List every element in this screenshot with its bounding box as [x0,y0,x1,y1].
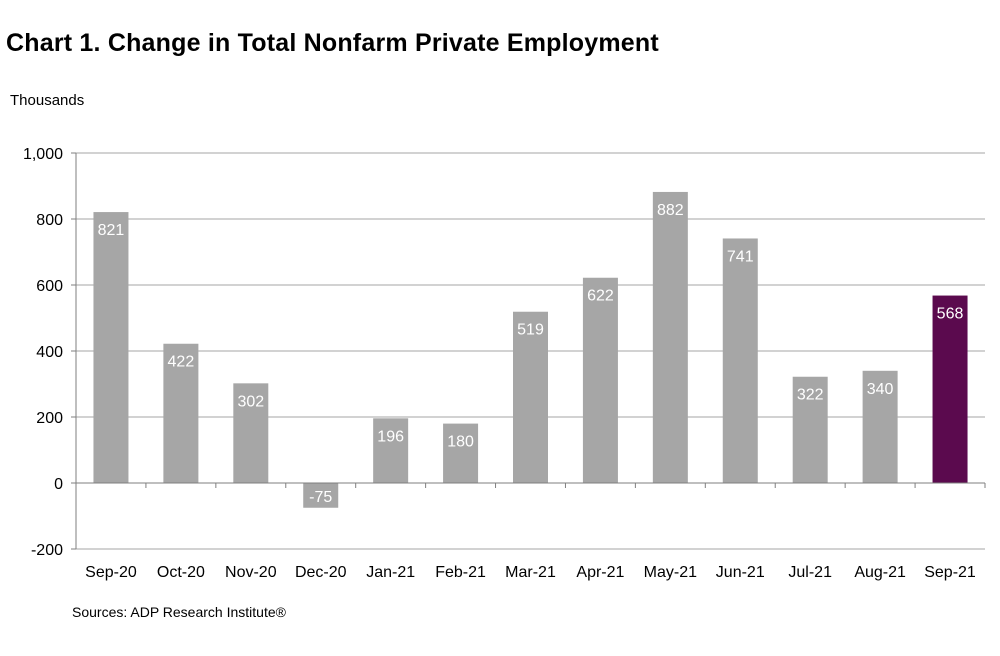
x-tick-label: Jul-21 [788,564,832,581]
bar-mar-21 [513,311,548,483]
bar-apr-21 [582,277,618,483]
y-tick-label: 800 [36,212,63,229]
bar-aug-21 [862,370,898,483]
data-label: 568 [937,306,964,323]
y-axis-unit-label: Thousands [10,92,85,109]
source-note: Sources: ADP Research Institute® [72,604,286,620]
x-tick-label: Sep-20 [85,564,137,581]
bar-sep-21 [932,295,968,483]
x-tick-label: May-21 [644,564,697,581]
bar-jun-21 [722,238,758,483]
data-label: 340 [867,381,894,398]
x-tick-label: Aug-21 [854,564,906,581]
axes [71,152,986,550]
x-tick-label: Nov-20 [225,564,277,581]
bar-may-21 [652,191,688,483]
y-tick-label: 600 [36,278,63,295]
y-tick-label: 0 [54,476,63,493]
data-label: 422 [168,354,195,371]
data-label: 622 [587,288,614,305]
bar-jul-21 [792,376,828,483]
x-tick-label: Feb-21 [435,564,486,581]
data-label: 322 [797,387,824,404]
y-tick-label: 200 [36,410,63,427]
data-label: 196 [377,428,404,445]
data-label: 180 [447,434,474,451]
bar-sep-20 [93,212,129,483]
data-label: -75 [309,489,332,506]
x-tick-label: Apr-21 [576,564,624,581]
labels: -200 0 200 400 600 800 1,000 821 Sep-20 422 Oct-20… [23,146,976,581]
data-label: 302 [237,393,264,410]
x-tick-label: Mar-21 [505,564,556,581]
y-tick-label: 400 [36,344,63,361]
x-tick-label: Jan-21 [366,564,415,581]
bar-oct-20 [163,343,199,483]
chart-title: Chart 1. Change in Total Nonfarm Private… [6,29,659,57]
data-label: 741 [727,248,754,265]
bar-dec-20 [303,483,339,508]
y-tick-label: 1,000 [23,146,63,163]
bar-jan-21 [373,418,409,483]
x-tick-label: Oct-20 [157,564,205,581]
data-label: 519 [517,322,544,339]
bar-nov-20 [233,383,269,483]
bar-chart: -200 0 200 400 600 800 1,000 821 Sep-20 422 Oct-20… [23,146,986,581]
bar-feb-21 [443,423,479,483]
x-tick-label: Jun-21 [716,564,765,581]
x-tick-label: Dec-20 [295,564,347,581]
data-label: 882 [657,202,684,219]
x-tick-label: Sep-21 [924,564,976,581]
y-tick-label: -200 [31,542,63,559]
data-label: 821 [98,222,125,239]
bars [93,191,968,508]
